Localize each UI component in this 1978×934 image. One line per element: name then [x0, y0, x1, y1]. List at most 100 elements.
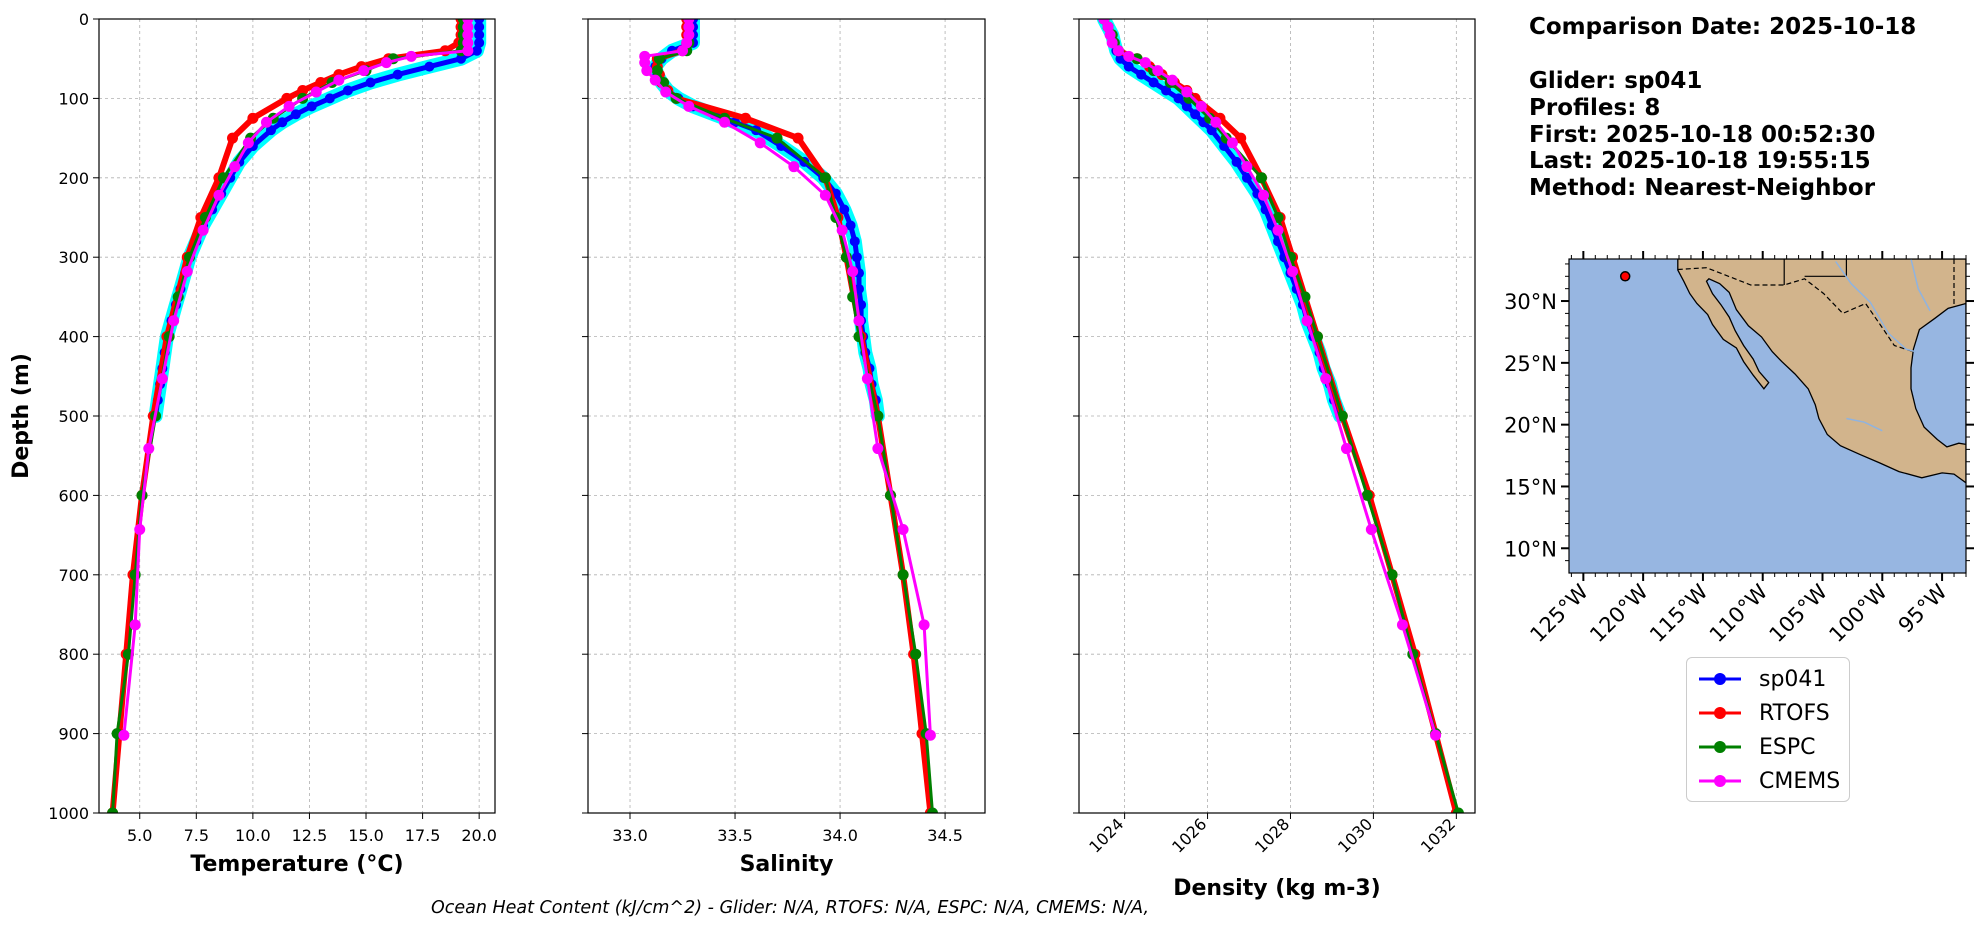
point-cmems	[462, 37, 474, 49]
legend-label-cmems: CMEMS	[1759, 769, 1841, 794]
x-tick-label: 1032	[1417, 814, 1459, 856]
point-cmems	[872, 443, 884, 455]
map-lon-label: 120°W	[1585, 579, 1653, 647]
legend-entry-rtofs: RTOFS	[1687, 698, 1849, 728]
point-cmems	[918, 619, 930, 631]
point-sp041	[1148, 77, 1159, 88]
x-tick-label: 10.0	[235, 826, 271, 845]
point-cmems	[1123, 50, 1135, 62]
map-lat-label: 25°N	[1504, 352, 1557, 376]
x-tick-label: 12.5	[292, 826, 328, 845]
point-espc	[897, 569, 909, 581]
point-cmems	[649, 74, 661, 86]
map-content	[1569, 259, 1966, 573]
point-sp041	[839, 204, 850, 215]
point-rtofs	[297, 84, 309, 96]
point-cmems	[897, 524, 909, 536]
point-sp041	[1190, 109, 1201, 120]
legend-swatch-sp041	[1699, 673, 1741, 685]
point-sp041	[474, 21, 485, 32]
y-tick-label: 600	[58, 486, 89, 505]
point-sp041	[845, 220, 856, 231]
point-cmems	[462, 45, 474, 57]
point-sp041	[265, 125, 276, 136]
map-river	[1910, 259, 1931, 312]
y-tick-label: 100	[58, 89, 89, 108]
map-lon-label: 105°W	[1765, 579, 1833, 647]
point-cmems	[1365, 524, 1377, 536]
x-tick-label: 34.5	[927, 826, 963, 845]
point-espc	[1311, 331, 1323, 343]
point-cmems	[229, 161, 241, 173]
point-cmems	[861, 373, 873, 385]
x-tick-label: 7.5	[184, 826, 209, 845]
legend-label-rtofs: RTOFS	[1759, 701, 1830, 726]
point-cmems	[156, 373, 168, 385]
map-border-mexico	[1677, 267, 1914, 353]
x-tick-label: 17.5	[405, 826, 441, 845]
point-cmems	[1241, 161, 1253, 173]
map-lat-label: 15°N	[1504, 475, 1557, 499]
point-cmems	[847, 265, 859, 277]
map-land	[1677, 259, 1966, 484]
series-band-sp041	[648, 19, 885, 423]
point-cmems	[677, 45, 689, 57]
point-cmems	[310, 86, 322, 98]
x-tick-label: 33.5	[717, 826, 753, 845]
point-sp041	[471, 45, 482, 56]
point-cmems	[853, 315, 865, 327]
point-cmems	[819, 189, 831, 201]
x-tick-label: 20.0	[461, 826, 497, 845]
map-lon-label: 125°W	[1525, 579, 1593, 647]
y-axis-label: Depth (m)	[9, 353, 34, 479]
legend-entry-sp041: sp041	[1687, 664, 1849, 694]
point-sp041	[392, 69, 403, 80]
map-river	[1846, 417, 1883, 432]
point-espc	[107, 807, 119, 813]
point-sp041	[1123, 61, 1134, 72]
map-lon-label: 110°W	[1705, 579, 1773, 647]
point-sp041	[1136, 69, 1147, 80]
point-cmems	[134, 524, 146, 536]
point-cmems	[719, 116, 731, 128]
point-espc	[1452, 807, 1464, 813]
x-tick-label: 34.0	[822, 826, 858, 845]
point-rtofs	[315, 77, 327, 89]
point-cmems	[1272, 224, 1284, 236]
y-tick-label: 200	[58, 169, 89, 188]
point-rtofs	[1235, 132, 1247, 144]
map-lat-label: 20°N	[1504, 414, 1557, 438]
legend-swatch-cmems	[1699, 775, 1741, 787]
point-cmems	[1139, 57, 1151, 69]
point-espc	[1386, 569, 1398, 581]
point-sp041	[474, 29, 485, 40]
x-tick-label: 5.0	[127, 826, 152, 845]
legend: sp041 RTOFS ESPC CMEMS	[1686, 657, 1850, 802]
point-rtofs	[740, 112, 752, 124]
point-cmems	[168, 315, 180, 327]
point-cmems	[924, 729, 936, 741]
map-lon-label: 115°W	[1645, 579, 1713, 647]
map-river	[1835, 261, 1916, 353]
info-last: Last: 2025-10-18 19:55:15	[1529, 148, 1871, 174]
point-sp041	[1231, 156, 1242, 167]
point-cmems	[333, 74, 345, 86]
point-cmems	[462, 21, 474, 33]
point-cmems	[836, 224, 848, 236]
legend-label-espc: ESPC	[1759, 735, 1816, 760]
y-tick-label: 700	[58, 566, 89, 585]
point-sp041	[277, 117, 288, 128]
map-lon-label: 100°W	[1824, 579, 1892, 647]
point-espc	[926, 807, 938, 813]
point-cmems	[1226, 137, 1238, 149]
point-sp041	[474, 37, 485, 48]
point-cmems	[181, 265, 193, 277]
point-cmems	[380, 57, 392, 69]
legend-entry-cmems: CMEMS	[1687, 766, 1849, 796]
point-cmems	[405, 50, 417, 62]
point-cmems	[788, 161, 800, 173]
point-cmems	[213, 189, 225, 201]
point-cmems	[683, 100, 695, 112]
y-tick-label: 400	[58, 328, 89, 347]
point-sp041	[306, 101, 317, 112]
